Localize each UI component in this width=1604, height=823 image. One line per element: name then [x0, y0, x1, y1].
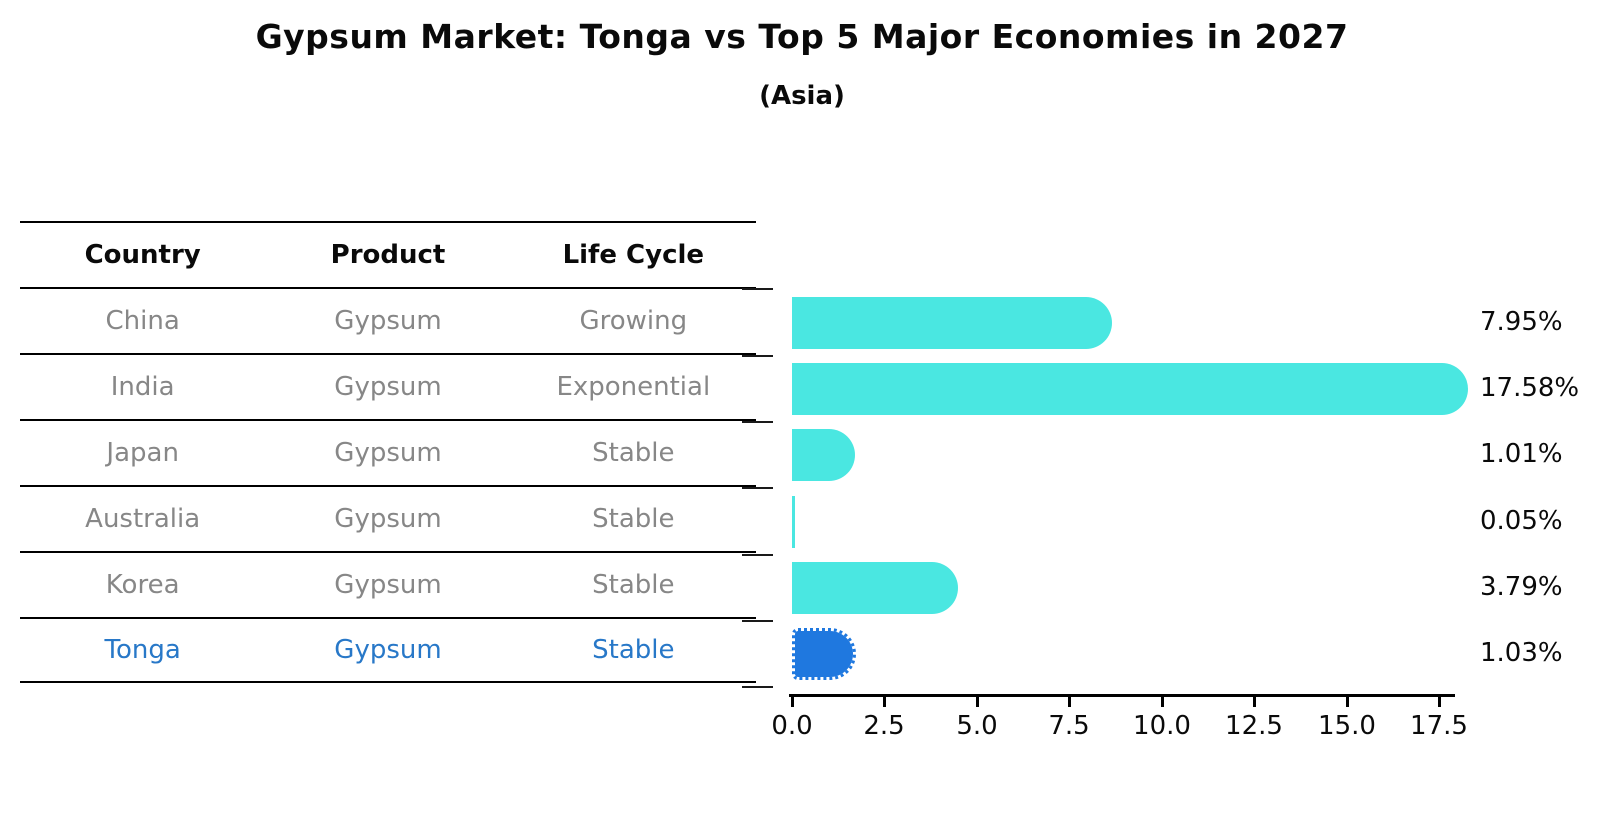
y-axis-tick [742, 554, 773, 556]
x-axis-line [789, 694, 1455, 697]
bar-tonga [792, 628, 857, 680]
cell-product: Gypsum [334, 372, 442, 402]
chart-subtitle: (Asia) [759, 81, 845, 111]
cell-life-cycle: Stable [592, 438, 675, 468]
cell-life-cycle: Stable [592, 635, 675, 665]
table-row-india: India Gypsum Exponential [20, 353, 756, 419]
value-label-japan: 1.01% [1480, 439, 1563, 469]
column-header-life-cycle: Life Cycle [562, 240, 705, 270]
cell-country: India [110, 372, 175, 402]
x-tick-label: 2.5 [863, 711, 905, 741]
country-table: Country Product Life Cycle China Gypsum … [20, 221, 756, 683]
x-tick-label: 5.0 [956, 711, 998, 741]
bar-korea [792, 562, 959, 614]
y-axis-tick [742, 421, 773, 423]
cell-life-cycle: Stable [592, 504, 675, 534]
cell-product: Gypsum [334, 438, 442, 468]
table-row-china: China Gypsum Growing [20, 287, 756, 353]
y-axis-tick [742, 686, 773, 688]
y-axis-tick [742, 288, 773, 290]
cell-life-cycle: Growing [579, 306, 688, 336]
cell-life-cycle: Exponential [556, 372, 711, 402]
bar-japan [792, 429, 856, 481]
value-label-india: 17.58% [1480, 373, 1580, 403]
cell-country: China [105, 306, 180, 336]
y-axis-tick [742, 355, 773, 357]
cell-product: Gypsum [334, 570, 442, 600]
x-tick-label: 0.0 [771, 711, 813, 741]
y-axis-tick [742, 487, 773, 489]
cell-product: Gypsum [334, 635, 442, 665]
column-header-product: Product [330, 240, 446, 270]
cell-country: Korea [105, 570, 180, 600]
bar-australia [792, 496, 795, 548]
x-axis-tick [883, 697, 886, 707]
cell-country: Australia [85, 504, 201, 534]
x-axis-tick [1068, 697, 1071, 707]
table-row-korea: Korea Gypsum Stable [20, 551, 756, 617]
cell-product: Gypsum [334, 504, 442, 534]
x-tick-label: 10.0 [1133, 711, 1191, 741]
x-tick-label: 12.5 [1225, 711, 1283, 741]
column-header-country: Country [84, 240, 201, 270]
bar-china [792, 297, 1113, 349]
cell-life-cycle: Stable [592, 570, 675, 600]
chart-title: Gypsum Market: Tonga vs Top 5 Major Econ… [255, 17, 1349, 56]
bar-india [792, 363, 1469, 415]
x-tick-label: 7.5 [1048, 711, 1090, 741]
table-row-australia: Australia Gypsum Stable [20, 485, 756, 551]
y-axis-tick [742, 620, 773, 622]
cell-product: Gypsum [334, 306, 442, 336]
cell-country: Japan [106, 438, 179, 468]
cell-country: Tonga [104, 635, 181, 665]
value-label-australia: 0.05% [1480, 506, 1563, 536]
x-axis-tick [976, 697, 979, 707]
table-header-row: Country Product Life Cycle [20, 221, 756, 287]
x-tick-label: 15.0 [1318, 711, 1376, 741]
x-axis-tick [1253, 697, 1256, 707]
table-row-tonga: Tonga Gypsum Stable [20, 617, 756, 683]
value-label-china: 7.95% [1480, 307, 1563, 337]
x-tick-label: 17.5 [1410, 711, 1468, 741]
x-axis-tick [791, 697, 794, 707]
value-label-tonga: 1.03% [1480, 638, 1563, 668]
x-axis-tick [1438, 697, 1441, 707]
x-axis-tick [1346, 697, 1349, 707]
x-axis-tick [1161, 697, 1164, 707]
table-row-japan: Japan Gypsum Stable [20, 419, 756, 485]
value-label-korea: 3.79% [1480, 572, 1563, 602]
